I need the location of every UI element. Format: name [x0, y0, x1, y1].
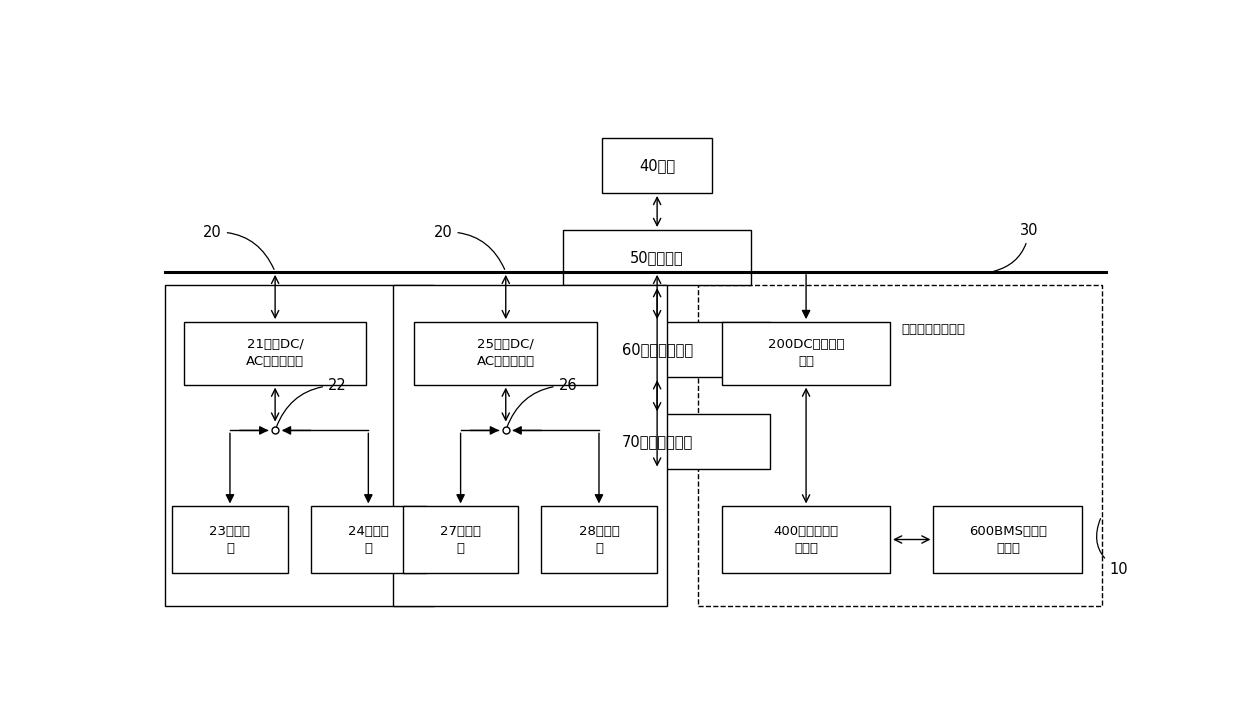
Text: 40电网: 40电网 — [639, 158, 676, 173]
Bar — [934, 506, 1083, 573]
Text: 26: 26 — [507, 378, 578, 428]
Text: 400混合能量储
能单元: 400混合能量储 能单元 — [774, 525, 838, 554]
Text: 60集中滤波单元: 60集中滤波单元 — [621, 342, 693, 357]
Bar — [722, 322, 890, 385]
Text: 10: 10 — [1096, 518, 1128, 577]
Text: 600BMS系统控
制单元: 600BMS系统控 制单元 — [968, 525, 1047, 554]
Bar — [414, 322, 598, 385]
Text: 28俯仰电
机: 28俯仰电 机 — [579, 525, 620, 554]
Bar — [311, 506, 427, 573]
Bar — [542, 506, 657, 573]
Bar — [165, 285, 434, 606]
Bar — [544, 414, 770, 470]
Bar — [393, 285, 667, 606]
Text: 20: 20 — [434, 225, 505, 269]
Bar — [722, 506, 890, 573]
Text: 30: 30 — [993, 223, 1038, 271]
Text: 50变压器组: 50变压器组 — [630, 250, 684, 265]
Bar — [172, 506, 288, 573]
Bar — [601, 138, 713, 193]
Text: 25第二DC/
AC双向变换器: 25第二DC/ AC双向变换器 — [476, 338, 534, 368]
Bar — [184, 322, 367, 385]
Bar — [563, 230, 750, 285]
Text: 23大车电
机: 23大车电 机 — [210, 525, 250, 554]
Text: 20: 20 — [203, 225, 274, 269]
Text: 200DC保护分断
单元: 200DC保护分断 单元 — [768, 338, 844, 368]
Text: 混合能量储能装置: 混合能量储能装置 — [901, 323, 966, 336]
Bar — [403, 506, 518, 573]
Text: 22: 22 — [277, 378, 347, 428]
Text: 70集中整流单元: 70集中整流单元 — [621, 434, 693, 449]
Bar — [698, 285, 1101, 606]
Bar — [544, 322, 770, 378]
Text: 24升降电
机: 24升降电 机 — [348, 525, 389, 554]
Text: 27小车电
机: 27小车电 机 — [440, 525, 481, 554]
Text: 21第一DC/
AC双向变换器: 21第一DC/ AC双向变换器 — [246, 338, 304, 368]
